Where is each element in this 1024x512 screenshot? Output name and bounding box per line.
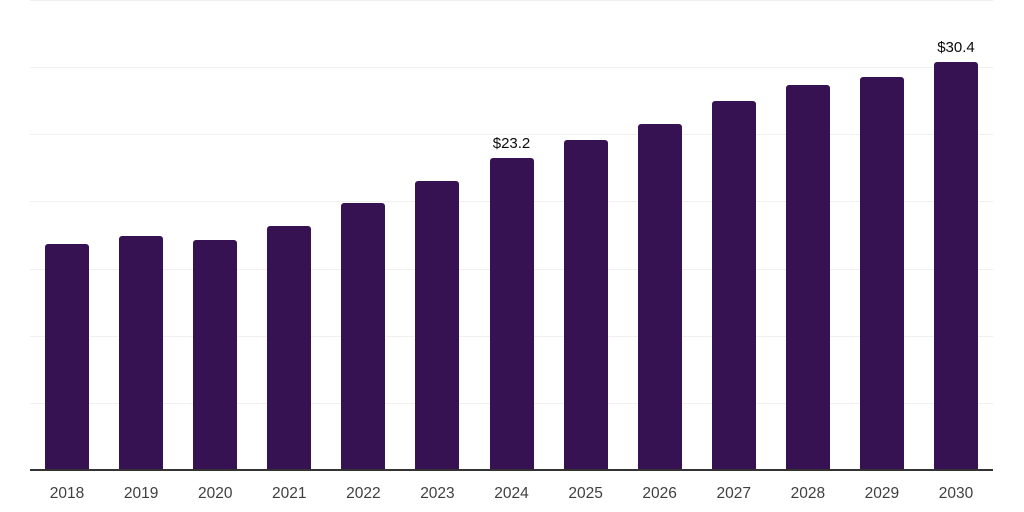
- bar-2028: [785, 84, 830, 470]
- gridline-25: [30, 134, 993, 136]
- bar-slot-2021: [252, 0, 326, 470]
- x-tick-2027: 2027: [716, 485, 751, 502]
- bar-slot-2019: [104, 0, 178, 470]
- bar-slot-2028: [771, 0, 845, 470]
- bar-slot-2018: [30, 0, 104, 470]
- bar-2026: [637, 123, 682, 470]
- bar-2029: [859, 76, 904, 470]
- x-tick-2022: 2022: [346, 485, 381, 502]
- bar-series: $23.2 $30.4: [30, 0, 993, 470]
- x-axis-tick-labels: 2018 2019 2020 2021 2022 2023 2024 2025 2026 2027…: [30, 485, 993, 503]
- bar-2023: [415, 181, 460, 470]
- value-label-2030: $30.4: [937, 38, 975, 56]
- x-axis-line: [30, 469, 993, 471]
- x-tick-2018: 2018: [49, 485, 85, 502]
- x-tick-2023: 2023: [420, 485, 455, 502]
- bar-2019: [119, 236, 164, 470]
- bar-2024: [489, 158, 534, 470]
- plot-area: $23.2 $30.4: [30, 0, 993, 471]
- bar-2021: [267, 225, 312, 470]
- bar-slot-2024: $23.2: [474, 0, 548, 470]
- x-tick-2029: 2029: [864, 485, 900, 502]
- bar-2030: [933, 61, 978, 470]
- bar-slot-2022: [326, 0, 400, 470]
- x-tick-2030: 2030: [938, 485, 974, 502]
- gridline-30: [30, 67, 993, 69]
- gridline-35: [30, 0, 993, 1]
- bar-slot-2026: [623, 0, 697, 470]
- bar-slot-2029: [845, 0, 919, 470]
- x-tick-2026: 2026: [642, 485, 677, 502]
- value-label-2024: $23.2: [492, 135, 531, 153]
- bar-slot-2025: [549, 0, 623, 470]
- bar-2027: [711, 100, 756, 470]
- x-tick-2021: 2021: [272, 485, 307, 502]
- bar-slot-2027: [697, 0, 771, 470]
- x-tick-2024: 2024: [494, 485, 529, 502]
- x-tick-2019: 2019: [123, 485, 159, 502]
- bar-2025: [563, 139, 608, 470]
- x-tick-2028: 2028: [790, 485, 826, 502]
- x-tick-2020: 2020: [197, 485, 233, 502]
- bar-2018: [45, 244, 90, 470]
- x-tick-2025: 2025: [568, 485, 603, 502]
- bar-slot-2020: [178, 0, 252, 470]
- bar-2020: [193, 240, 238, 470]
- bar-slot-2030: $30.4: [919, 0, 993, 470]
- bar-slot-2023: [400, 0, 474, 470]
- bar-2022: [341, 202, 386, 470]
